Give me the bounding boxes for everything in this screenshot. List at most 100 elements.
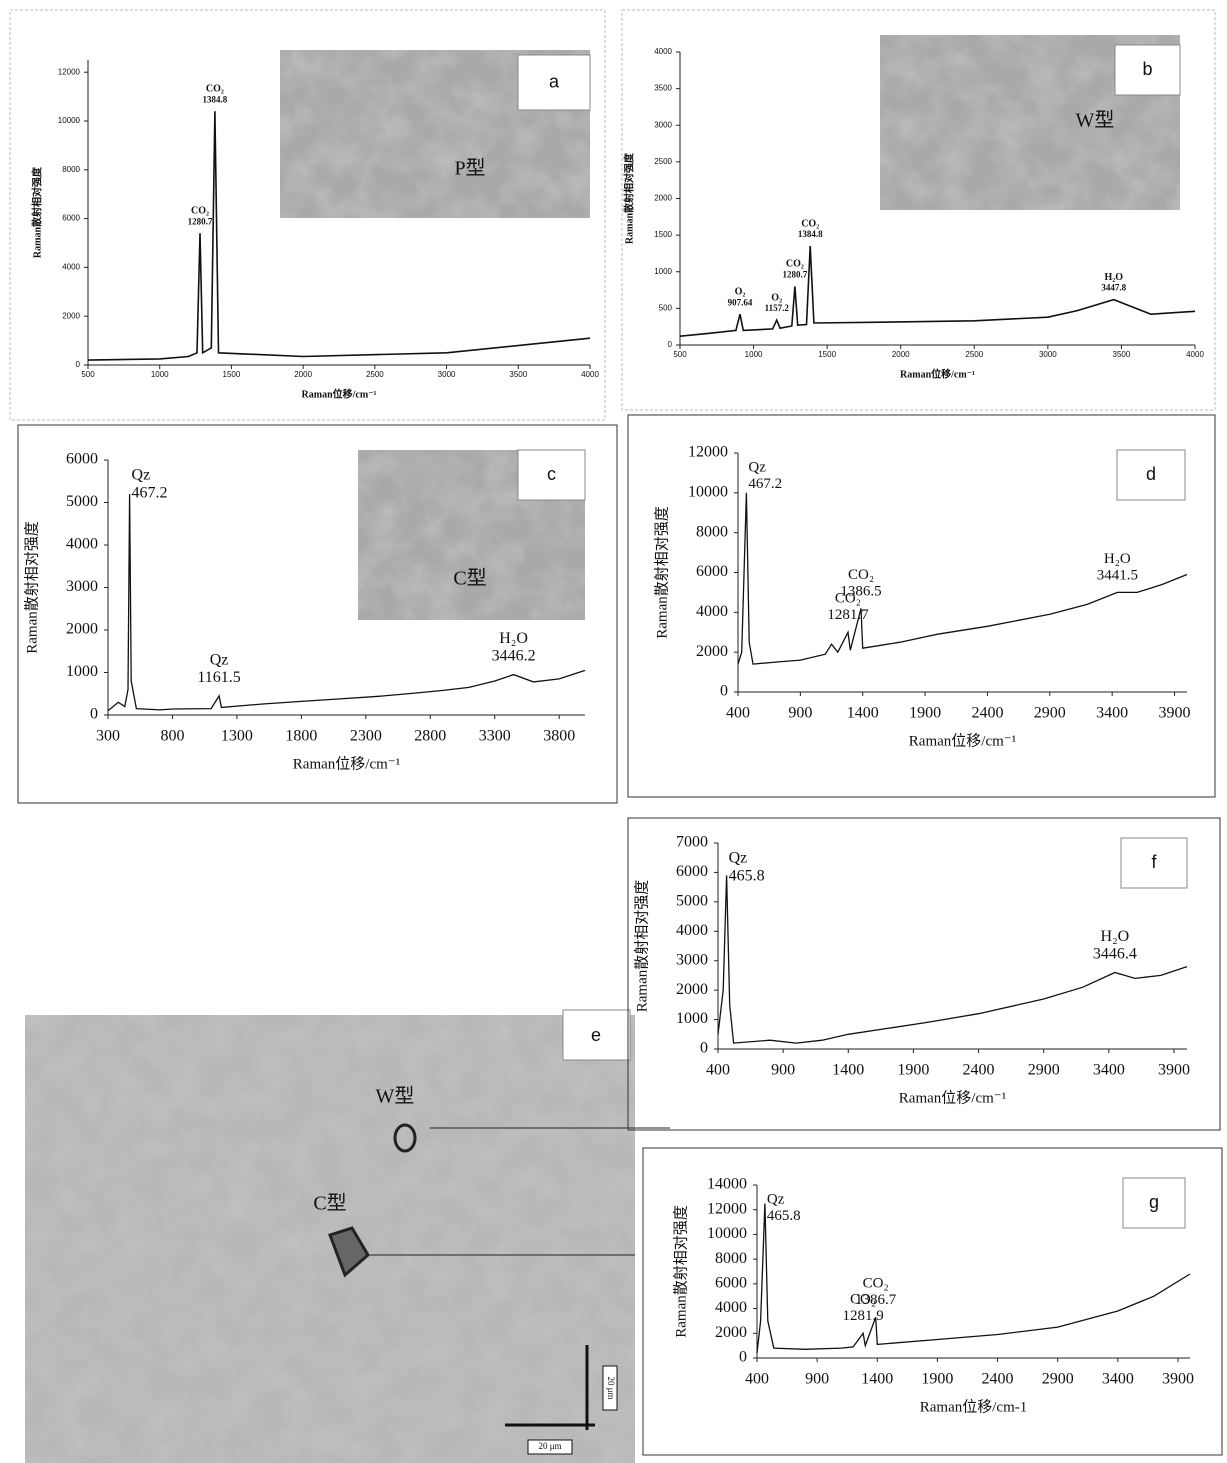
x-tick-label: 1000 — [745, 350, 763, 359]
y-tick-label: 500 — [659, 303, 673, 312]
x-tick-label: 500 — [81, 370, 95, 379]
y-tick-label: 4000 — [66, 536, 98, 553]
peak-value: 1384.8 — [203, 94, 228, 104]
x-tick-label: 3900 — [1159, 705, 1191, 722]
peak-value: 1280.7 — [188, 216, 213, 226]
y-tick-label: 2000 — [696, 643, 728, 660]
photo-e: e W型 C型 20 μm 20 μm — [25, 1010, 670, 1463]
x-tick-label: 1400 — [847, 705, 879, 722]
panel-label: c — [547, 464, 556, 484]
y-tick-label: 10000 — [58, 116, 81, 125]
peak-name: H₂O — [499, 630, 528, 647]
peak-value: 1386.5 — [840, 583, 881, 599]
y-tick-label: 8000 — [696, 523, 728, 540]
y-tick-label: 12000 — [688, 444, 728, 461]
x-tick-label: 3900 — [1158, 1062, 1190, 1079]
y-tick-label: 6000 — [715, 1275, 747, 1292]
scale-text: 20 μm — [606, 1376, 616, 1399]
scale-text: 20 μm — [538, 1441, 561, 1451]
x-tick-label: 2000 — [294, 370, 312, 379]
peak-value: 3447.8 — [1101, 283, 1126, 293]
y-tick-label: 0 — [739, 1349, 747, 1366]
x-axis-title: Raman位移/cm⁻¹ — [909, 732, 1016, 749]
peak-value: 3441.5 — [1097, 567, 1138, 583]
peak-value: 1386.7 — [855, 1292, 897, 1308]
x-tick-label: 500 — [673, 350, 687, 359]
x-tick-label: 300 — [96, 728, 120, 745]
y-tick-label: 3000 — [66, 578, 98, 595]
x-tick-label: 1500 — [818, 350, 836, 359]
x-tick-label: 800 — [160, 728, 184, 745]
y-tick-label: 2000 — [676, 981, 708, 998]
x-tick-label: 2400 — [982, 1371, 1014, 1388]
y-tick-label: 2000 — [62, 311, 80, 320]
y-tick-label: 3000 — [676, 951, 708, 968]
y-tick-label: 2000 — [654, 194, 672, 203]
x-axis-title: Raman位移/cm⁻¹ — [900, 367, 975, 380]
panel-label: d — [1146, 464, 1156, 484]
x-axis-title: Raman位移/cm⁻¹ — [899, 1089, 1006, 1106]
peak-name: H₂O — [1104, 551, 1131, 567]
y-tick-label: 0 — [720, 683, 728, 700]
x-tick-label: 900 — [771, 1062, 795, 1079]
x-tick-label: 2900 — [1028, 1062, 1060, 1079]
x-tick-label: 1400 — [861, 1371, 893, 1388]
peak-value: 467.2 — [748, 476, 782, 492]
x-tick-label: 1900 — [921, 1371, 953, 1388]
x-tick-label: 3400 — [1096, 705, 1128, 722]
y-tick-label: 6000 — [62, 214, 80, 223]
peak-value: 1281.7 — [827, 607, 869, 623]
panel-b: W型b5001000150020002500300035004000050010… — [622, 10, 1215, 410]
y-tick-label: 10000 — [707, 1225, 747, 1242]
peak-name: H₂O — [1101, 928, 1130, 945]
y-tick-label: 4000 — [62, 263, 80, 272]
x-tick-label: 3900 — [1162, 1371, 1194, 1388]
inset-label: W型 — [1076, 109, 1115, 132]
peak-name: O₂ — [771, 292, 782, 303]
y-tick-label: 1000 — [654, 267, 672, 276]
y-tick-label: 2500 — [654, 157, 672, 166]
x-axis-title: Raman位移/cm⁻¹ — [293, 755, 400, 772]
y-tick-label: 12000 — [58, 67, 81, 76]
peak-name: H₂O — [1104, 272, 1123, 283]
peak-name: CO₂ — [848, 567, 874, 583]
y-tick-label: 0 — [668, 340, 673, 349]
y-tick-label: 6000 — [696, 563, 728, 580]
panel-label: g — [1149, 1192, 1159, 1212]
peak-value: 1280.7 — [782, 269, 807, 279]
x-tick-label: 2900 — [1042, 1371, 1074, 1388]
y-axis-title: Raman散射相对强度 — [672, 1205, 689, 1338]
x-tick-label: 1000 — [151, 370, 169, 379]
y-tick-label: 5000 — [676, 893, 708, 910]
x-tick-label: 2300 — [350, 728, 382, 745]
y-tick-label: 2000 — [715, 1324, 747, 1341]
y-axis-title: Raman散射相对强度 — [653, 506, 670, 639]
y-tick-label: 0 — [76, 360, 81, 369]
y-tick-label: 7000 — [676, 834, 708, 851]
x-tick-label: 2500 — [965, 350, 983, 359]
panel-a: P型a5001000150020002500300035004000020004… — [10, 10, 605, 420]
x-tick-label: 2400 — [963, 1062, 995, 1079]
x-tick-label: 2500 — [366, 370, 384, 379]
x-tick-label: 1900 — [909, 705, 941, 722]
y-tick-label: 4000 — [654, 47, 672, 56]
peak-value: 1161.5 — [197, 669, 240, 686]
peak-value: 1281.9 — [842, 1308, 883, 1324]
x-tick-label: 1400 — [832, 1062, 864, 1079]
y-tick-label: 4000 — [696, 603, 728, 620]
peak-name: CO₂ — [786, 259, 804, 270]
y-tick-label: 8000 — [715, 1250, 747, 1267]
x-tick-label: 3500 — [1113, 350, 1131, 359]
y-tick-label: 3500 — [654, 84, 672, 93]
inset-label: C型 — [453, 567, 486, 590]
peak-name: Qz — [748, 459, 766, 475]
x-tick-label: 400 — [706, 1062, 730, 1079]
inset-label: P型 — [454, 157, 485, 180]
peak-name: CO₂ — [206, 84, 224, 95]
x-tick-label: 3400 — [1102, 1371, 1134, 1388]
x-tick-label: 3000 — [438, 370, 456, 379]
y-tick-label: 5000 — [66, 493, 98, 510]
